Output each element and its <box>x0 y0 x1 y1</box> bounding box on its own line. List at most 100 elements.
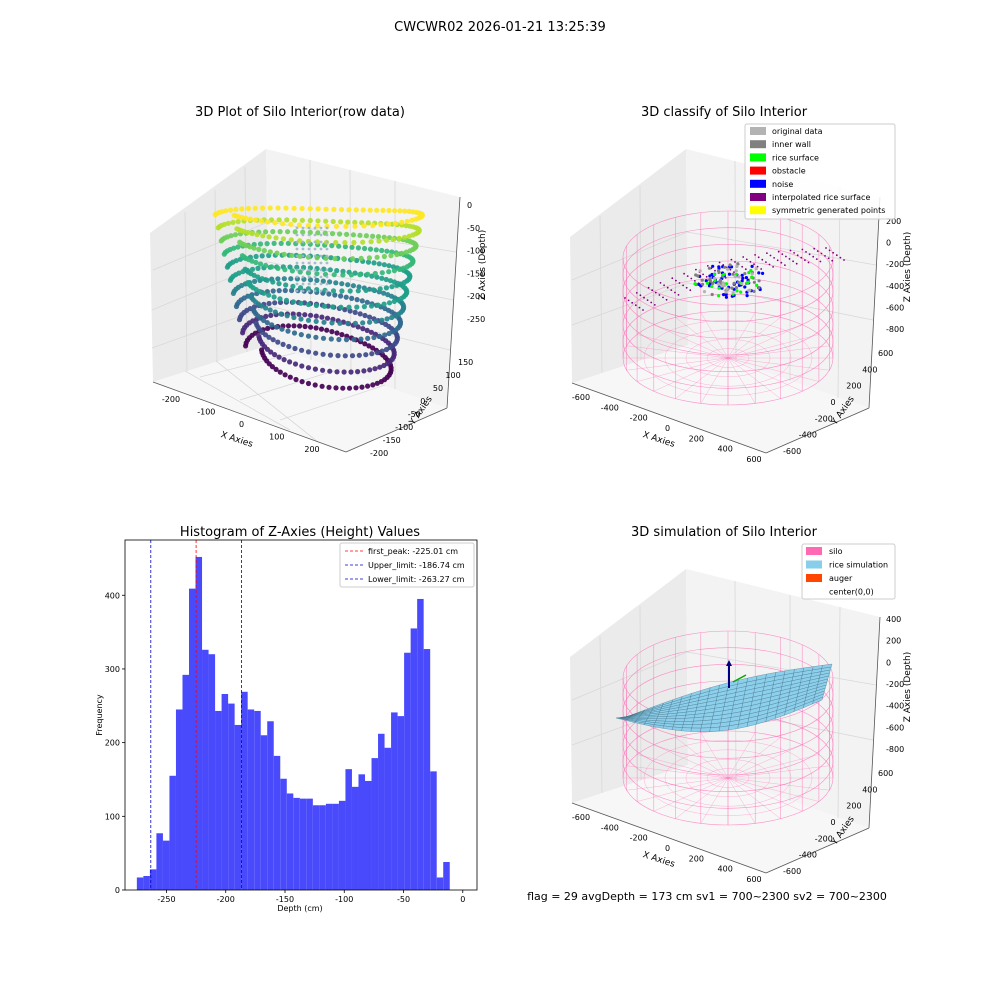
raw-data-inner-point <box>295 233 299 237</box>
raw-data-point <box>342 240 348 246</box>
histogram-bar <box>182 674 189 890</box>
raw-data-point <box>379 348 385 354</box>
raw-data-point <box>355 245 361 251</box>
interpolated-surface-point <box>639 294 642 297</box>
histogram-y-tick-label: 300 <box>105 665 120 674</box>
panel-classify-point-cloud <box>624 247 845 311</box>
classify-silo-floor-spoke <box>675 357 729 399</box>
raw-z-tick-label: -250 <box>467 315 485 324</box>
classified-point <box>722 272 727 276</box>
histogram-bar <box>397 716 405 890</box>
simulation-y-tick-label: -400 <box>799 851 817 860</box>
histogram-frame <box>124 539 478 891</box>
raw-data-point <box>270 288 276 294</box>
raw-data-point <box>251 245 257 251</box>
interpolated-surface-point <box>650 301 653 304</box>
histogram-bar <box>358 774 365 890</box>
raw-data-point <box>323 206 329 212</box>
raw-data-inner-point <box>307 275 311 279</box>
classified-point <box>725 287 729 291</box>
raw-data-point <box>399 219 405 225</box>
raw-data-point <box>347 288 353 294</box>
raw-data-inner-point <box>325 275 329 279</box>
raw-data-point <box>374 207 380 213</box>
raw-data-point <box>297 238 303 244</box>
classify-legend-swatch <box>750 127 766 135</box>
raw-data-point <box>266 234 272 240</box>
classify-x-tick-label: 400 <box>718 445 733 454</box>
panel-simulation: 3D simulation of Silo Interior -600 -400 -… <box>570 525 913 884</box>
raw-data-point <box>352 219 358 225</box>
raw-data-point <box>371 334 377 341</box>
raw-data-point <box>377 333 383 339</box>
raw-data-point <box>239 253 245 259</box>
simulation-x-tick-label: 200 <box>689 854 704 863</box>
raw-data-point <box>271 294 277 300</box>
simulation-legend-label: center(0,0) <box>829 588 874 597</box>
raw-data-point <box>343 223 349 229</box>
interpolated-surface-point <box>813 247 816 250</box>
histogram-bar <box>365 780 372 890</box>
raw-data-point <box>404 218 410 224</box>
classify-y-tick-label: 0 <box>831 398 836 407</box>
classified-point <box>701 282 705 286</box>
raw-data-point <box>330 304 336 310</box>
interpolated-surface-point <box>653 304 656 306</box>
raw-data-point <box>291 330 298 336</box>
raw-data-point <box>374 254 380 260</box>
interpolated-surface-point <box>730 258 733 261</box>
raw-data-point <box>378 222 384 228</box>
panel-simulation-rice-surface <box>615 660 833 732</box>
raw-data-point <box>350 283 356 289</box>
raw-data-point <box>252 278 258 284</box>
raw-data-point <box>302 312 308 318</box>
interpolated-surface-point <box>733 271 735 273</box>
raw-data-point <box>273 235 279 241</box>
classify-silo-ring <box>622 210 834 306</box>
raw-data-point <box>272 352 278 358</box>
raw-data-point <box>313 350 319 356</box>
classified-point <box>740 279 744 283</box>
raw-data-point <box>392 220 399 226</box>
interpolated-surface-point <box>839 256 842 259</box>
panel-raw-title: 3D Plot of Silo Interior(row data) <box>195 105 405 120</box>
interpolated-surface-point <box>800 256 803 259</box>
interpolated-surface-point <box>694 280 696 282</box>
interpolated-surface-point <box>789 249 792 252</box>
raw-data-point <box>256 246 262 252</box>
raw-data-point <box>275 265 281 271</box>
simulation-silo-floor-ring <box>664 749 792 807</box>
simulation-x-tick-label: 400 <box>718 865 733 874</box>
raw-data-point <box>313 302 319 309</box>
raw-data-point <box>332 292 338 298</box>
raw-data-point <box>329 231 336 237</box>
simulation-legend-swatch <box>806 574 822 582</box>
raw-y-tick-label: 50 <box>433 384 443 393</box>
classify-legend-swatch <box>750 140 766 149</box>
raw-data-point <box>272 300 278 306</box>
histogram-bar <box>306 798 313 890</box>
raw-data-point <box>389 284 395 290</box>
interpolated-surface-point <box>796 254 799 257</box>
simulation-y-tick-label: 200 <box>846 802 861 811</box>
classified-point <box>716 282 720 286</box>
raw-x-tick-label: 100 <box>269 433 284 442</box>
classify-silo-floor-ring <box>685 338 771 378</box>
raw-data-point <box>292 229 298 235</box>
raw-data-point <box>337 320 343 326</box>
histogram-x-tick-label: -250 <box>157 895 175 904</box>
raw-data-inner-point <box>301 261 305 265</box>
raw-data-point <box>266 300 272 307</box>
raw-data-point <box>281 251 287 257</box>
raw-data-point <box>342 307 348 313</box>
raw-z-tick-label: 0 <box>467 201 472 210</box>
raw-data-point <box>260 205 266 211</box>
interpolated-surface-point <box>682 284 684 287</box>
simulation-silo-floor-spoke <box>626 765 729 779</box>
panel-raw-floor <box>153 345 447 452</box>
raw-data-point <box>267 249 273 255</box>
simulation-legend-swatch <box>806 547 822 555</box>
raw-data-point <box>386 263 392 269</box>
raw-y-tick-label: 100 <box>445 371 460 380</box>
rice-surface-cell <box>681 727 692 732</box>
